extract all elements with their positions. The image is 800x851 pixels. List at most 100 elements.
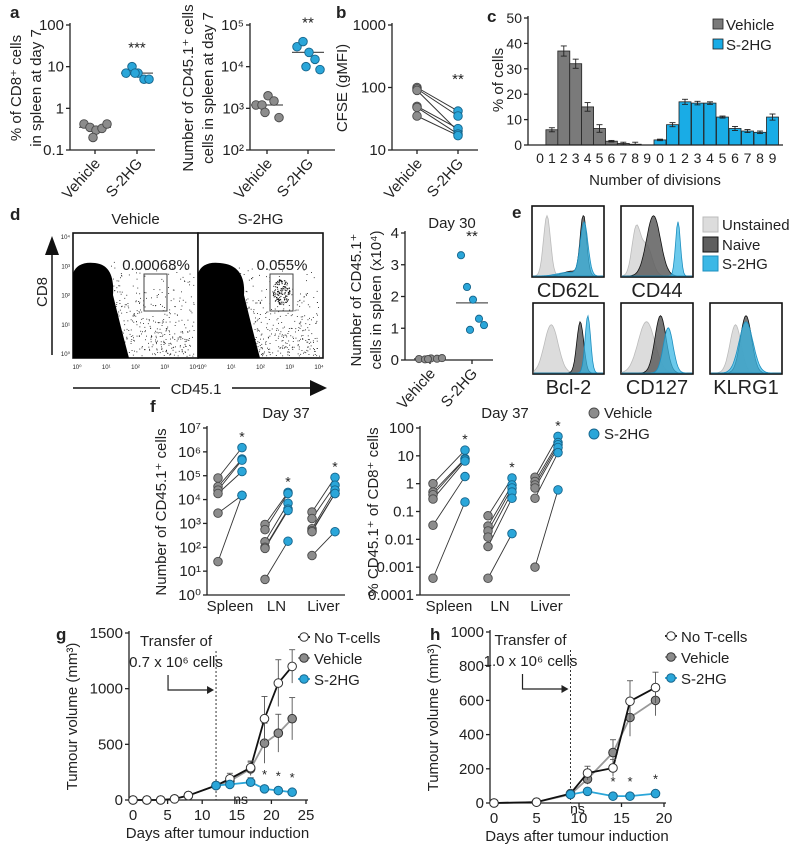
transfer-annotation: 0.7 x 10⁶ cells (129, 654, 223, 671)
flow-event-dot (272, 295, 274, 296)
flow-event-dot (175, 346, 176, 348)
pair-connector (487, 533, 513, 579)
histogram-marker-label: CD127 (626, 377, 688, 399)
flow-event-dot (302, 339, 304, 340)
flow-event-dot (165, 296, 166, 298)
vehicle-point (88, 132, 98, 143)
flow-event-dot (278, 294, 280, 296)
s2hg-point (301, 61, 311, 72)
vehicle-point (273, 728, 284, 739)
y-tick-label: 1 (391, 320, 399, 337)
legend-label: Vehicle (604, 405, 652, 422)
x-tick-label: 10² (256, 365, 265, 371)
flow-event-dot (268, 349, 269, 350)
pair-connector (416, 87, 459, 112)
flow-event-dot (256, 328, 258, 330)
flow-event-dot (314, 338, 316, 339)
flow-event-dot (279, 347, 281, 349)
y-tick-label: 10³ (179, 515, 201, 532)
flow-event-dot (287, 294, 289, 296)
flow-event-dot (171, 347, 173, 349)
legend-marker-no-tcells (666, 631, 676, 641)
flow-event-dot (277, 291, 279, 293)
flow-event-dot (288, 291, 290, 293)
flow-event-dot (282, 270, 283, 272)
significance-marker: * (610, 774, 615, 789)
flow-event-dot (185, 340, 187, 342)
x-tick-label: 4 (706, 150, 714, 166)
flow-event-dot (277, 306, 279, 308)
flow-event-dot (159, 336, 161, 337)
flow-event-dot (181, 351, 183, 353)
flow-event-dot (166, 329, 167, 331)
flow-event-dot (316, 290, 318, 292)
flow-event-dot (246, 299, 247, 301)
x-axis-label: Days after tumour induction (485, 828, 668, 845)
s2hg-point (287, 787, 297, 798)
vehicle-point (260, 574, 270, 585)
flow-event-dot (161, 278, 163, 280)
flow-event-dot (123, 329, 125, 331)
flow-event-dot (276, 328, 278, 329)
flow-event-dot (170, 353, 172, 355)
flow-event-dot (159, 352, 161, 354)
flow-event-dot (291, 328, 293, 329)
x-tick-label: 0 (656, 150, 664, 166)
vehicle-point (269, 96, 279, 106)
significance-marker: ** (466, 228, 478, 245)
flow-event-dot (276, 319, 278, 321)
vehicle-point (428, 520, 438, 531)
flow-event-dot (290, 335, 292, 337)
flow-event-dot (135, 268, 137, 270)
flow-event-dot (148, 320, 150, 322)
legend-swatch-vehicle (712, 18, 724, 30)
y-axis-label: Tumour volume (mm³) (64, 643, 81, 791)
y-axis-label: Number of CD45.1⁺ cells (153, 428, 170, 595)
flow-event-dot (280, 292, 282, 294)
pair-connector (432, 476, 466, 526)
flow-event-dot (253, 312, 255, 314)
flow-event-dot (127, 303, 129, 304)
flow-event-dot (309, 348, 311, 350)
s2hg-point (237, 442, 247, 453)
flow-event-dot (156, 342, 157, 343)
flow-event-dot (307, 293, 308, 294)
flow-event-dot (150, 336, 152, 338)
flow-event-dot (124, 304, 126, 306)
flow-event-dot (299, 305, 301, 307)
flow-event-dot (124, 324, 126, 326)
flow-event-dot (163, 340, 165, 342)
legend-label: S-2HG (722, 256, 768, 273)
flow-event-dot (313, 348, 314, 350)
flow-event-dot (246, 291, 248, 293)
pair-connector (416, 105, 459, 130)
flow-event-dot (132, 320, 133, 322)
flow-event-dot (260, 302, 261, 304)
s2hg-point (298, 36, 308, 47)
s2hg-point (507, 493, 517, 503)
flow-event-dot (161, 332, 163, 334)
x-category-label: S-2HG (274, 155, 317, 200)
flow-event-dot (140, 322, 141, 324)
flow-event-dot (133, 315, 135, 317)
flow-event-dot (285, 286, 287, 288)
flow-event-dot (152, 344, 154, 346)
flow-event-dot (177, 337, 179, 339)
flow-event-dot (304, 351, 306, 353)
flow-event-dot (286, 298, 288, 300)
flow-event-dot (302, 338, 304, 339)
flow-event-dot (186, 268, 188, 270)
flow-event-dot (172, 267, 174, 269)
flow-event-dot (278, 346, 280, 348)
flow-event-dot (149, 325, 151, 327)
flow-event-dot (172, 347, 174, 349)
y-tick-label: 1000 (451, 624, 484, 641)
flow-event-dot (261, 333, 263, 335)
pair-connector (432, 460, 466, 500)
x-category-label: LN (490, 598, 509, 615)
flow-event-dot (182, 332, 184, 334)
flow-event-dot (152, 316, 154, 317)
y-tick-label: 0.0001 (368, 587, 414, 604)
flow-event-dot (297, 340, 299, 342)
flow-event-dot (160, 304, 161, 305)
